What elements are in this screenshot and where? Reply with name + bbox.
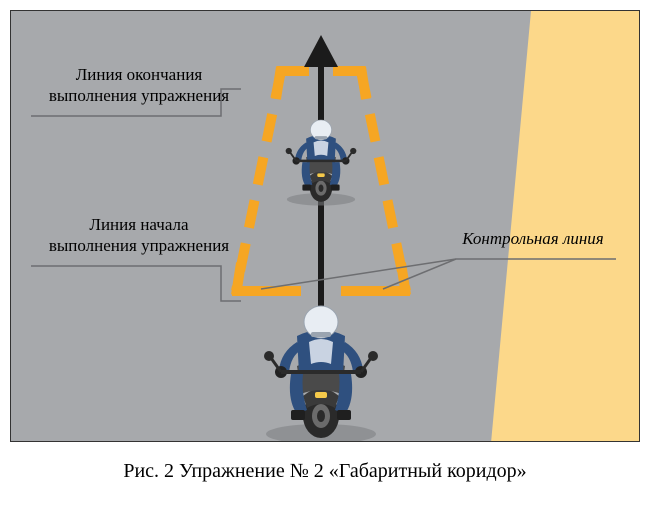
figure-wrap: Линия окончаниявыполнения упражнения Лин… — [0, 0, 650, 506]
label-start-line: Линия началавыполнения упражнения — [24, 214, 254, 257]
label-end-line: Линия окончаниявыполнения упражнения — [24, 64, 254, 107]
label-control-line: Контрольная линия — [438, 228, 628, 249]
figure-caption: Рис. 2 Упражнение № 2 «Габаритный коридо… — [0, 460, 650, 483]
